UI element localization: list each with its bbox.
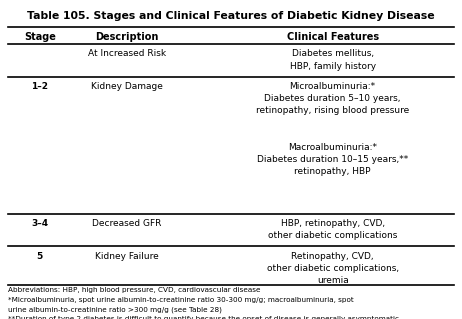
Text: Microalbuminuria:*: Microalbuminuria:*	[290, 82, 376, 91]
Text: other diabetic complications,: other diabetic complications,	[267, 264, 399, 273]
Text: Stage: Stage	[24, 32, 55, 42]
Text: other diabetic complications: other diabetic complications	[268, 231, 397, 240]
Text: Kidney Failure: Kidney Failure	[95, 252, 159, 261]
Text: Macroalbuminuria:*: Macroalbuminuria:*	[288, 143, 377, 152]
Text: retinopathy, HBP: retinopathy, HBP	[294, 167, 371, 176]
Text: Diabetes duration 5–10 years,: Diabetes duration 5–10 years,	[264, 94, 401, 103]
Text: Abbreviations: HBP, high blood pressure, CVD, cardiovascular disease: Abbreviations: HBP, high blood pressure,…	[8, 287, 261, 293]
Text: Diabetes duration 10–15 years,**: Diabetes duration 10–15 years,**	[257, 155, 408, 164]
Text: Kidney Damage: Kidney Damage	[91, 82, 163, 91]
Text: uremia: uremia	[317, 276, 348, 285]
Text: urine albumin-to-creatinine ratio >300 mg/g (see Table 28): urine albumin-to-creatinine ratio >300 m…	[8, 306, 222, 313]
Text: 1–2: 1–2	[31, 82, 48, 91]
Text: Retinopathy, CVD,: Retinopathy, CVD,	[292, 252, 374, 261]
Text: At Increased Risk: At Increased Risk	[88, 49, 166, 58]
Text: Table 105. Stages and Clinical Features of Diabetic Kidney Disease: Table 105. Stages and Clinical Features …	[27, 11, 435, 21]
Text: Description: Description	[95, 32, 159, 42]
Text: 3–4: 3–4	[31, 219, 49, 228]
Text: Diabetes mellitus,: Diabetes mellitus,	[292, 49, 374, 58]
Text: Decreased GFR: Decreased GFR	[92, 219, 162, 228]
Text: HBP, retinopathy, CVD,: HBP, retinopathy, CVD,	[280, 219, 385, 228]
Text: Clinical Features: Clinical Features	[286, 32, 379, 42]
Text: **Duration of type 2 diabetes is difficult to quantify because the onset of dise: **Duration of type 2 diabetes is difficu…	[8, 316, 401, 319]
Text: HBP, family history: HBP, family history	[290, 62, 376, 70]
Text: 5: 5	[36, 252, 43, 261]
Text: *Microalbuminuria, spot urine albumin-to-creatinine ratio 30-300 mg/g; macroalbu: *Microalbuminuria, spot urine albumin-to…	[8, 297, 354, 303]
Text: retinopathy, rising blood pressure: retinopathy, rising blood pressure	[256, 106, 409, 115]
